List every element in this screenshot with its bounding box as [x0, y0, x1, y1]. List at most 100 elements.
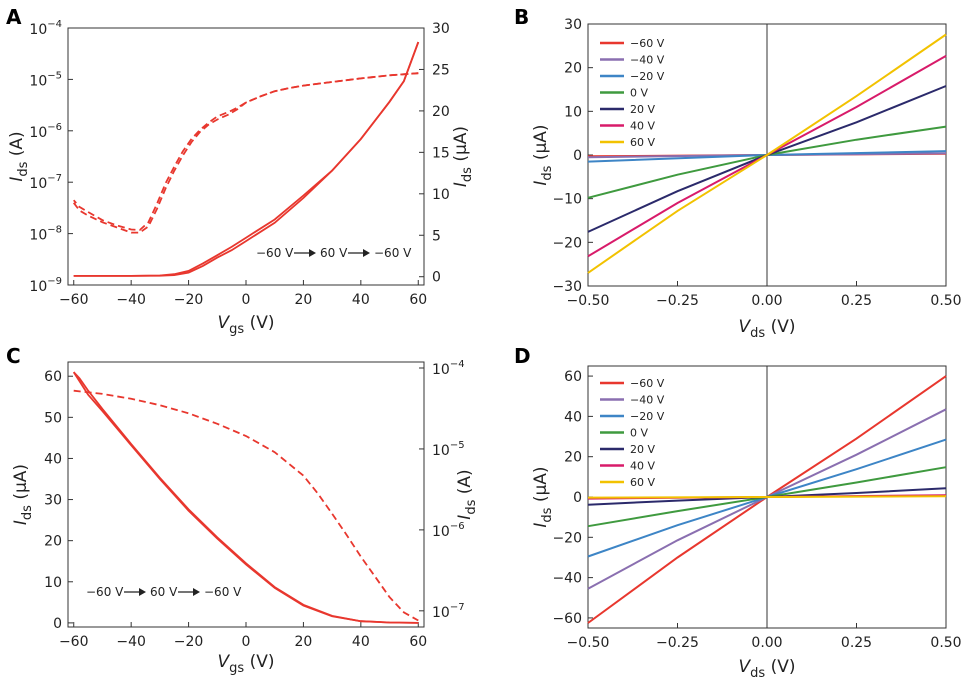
- y-axis-title: Ids (μA): [531, 466, 555, 527]
- x-tick-label: −60: [59, 634, 89, 650]
- y-right-tick-label: 10−4: [432, 359, 465, 378]
- y-right-tick-label: 25: [432, 62, 450, 78]
- y-tick-label: 0: [573, 490, 582, 506]
- legend-label: 0 V: [630, 87, 648, 100]
- annotation-end: −60 V: [374, 246, 412, 260]
- series-line: [73, 72, 419, 231]
- legend-label: 40 V: [630, 460, 655, 473]
- series-line: [72, 72, 419, 234]
- x-tick-label: −40: [116, 292, 146, 308]
- series-line: [73, 371, 419, 624]
- series-line: [73, 41, 420, 277]
- y-tick-label: 10: [564, 104, 582, 120]
- y-tick-label: 20: [564, 61, 582, 77]
- y-left-tick-label: 10−4: [29, 19, 62, 38]
- y-left-tick-label: 10−5: [29, 70, 62, 89]
- y-left-tick-label: 50: [44, 410, 62, 426]
- legend-label: 20 V: [630, 103, 655, 116]
- x-tick-label: 60: [409, 634, 427, 650]
- y-tick-label: 40: [564, 409, 582, 425]
- y-right-axis-title: Ids (μA): [451, 126, 475, 187]
- series-line: [587, 495, 947, 499]
- panel-a: A −60 −40 −20 0 20 40 60 10−4 10−5 10−6 10−7 10−8 10…: [6, 5, 475, 337]
- x-axis-title: Vds (V): [739, 657, 796, 681]
- x-tick-label: −0.25: [656, 293, 699, 309]
- annotation-end: −60 V: [204, 585, 242, 599]
- legend: −60 V −40 V −20 V 0 V 20 V 40 V 60 V: [600, 377, 665, 489]
- x-tick-label: 20: [295, 292, 313, 308]
- x-tick-label: −20: [174, 292, 204, 308]
- panel-a-label: A: [6, 5, 22, 29]
- y-right-tick-label: 15: [432, 145, 450, 161]
- x-axis-title: Vgs (V): [218, 652, 275, 676]
- panel-c: C −60 −40 −20 0 20 40 60 60 50 40 30 20 10 0 10−4 10−5 1…: [6, 344, 479, 676]
- x-tick-label: 0.50: [930, 635, 961, 651]
- annotation-arrowhead-1: [309, 249, 316, 257]
- x-tick-label: −0.25: [656, 635, 699, 651]
- panel-c-label: C: [6, 344, 21, 368]
- y-left-tick-label: 10−7: [29, 173, 62, 192]
- y-right-tick-label: 10−5: [432, 440, 465, 459]
- panel-d: D −0.50 −0.25 0.00 0.25 0.50 60 40 20 0 −20 −40 −60…: [514, 344, 962, 681]
- x-tick-label: 0.00: [751, 293, 782, 309]
- legend-label: −40 V: [630, 394, 665, 407]
- y-left-tick-label: 10−6: [29, 122, 62, 141]
- y-tick-label: 20: [564, 450, 582, 466]
- legend-label: −60 V: [630, 377, 665, 390]
- annotation-arrowhead-1: [139, 588, 146, 596]
- y-tick-label: −60: [552, 611, 582, 627]
- y-left-axis-title: Ids (A): [7, 131, 31, 181]
- series-line: [73, 41, 420, 277]
- y-tick-label: −20: [552, 530, 582, 546]
- x-tick-label: 0: [242, 634, 251, 650]
- y-left-tick-label: 20: [44, 534, 62, 550]
- y-tick-label: 60: [564, 369, 582, 385]
- series-line: [72, 371, 419, 624]
- x-axis-title: Vgs (V): [218, 313, 275, 337]
- y-left-tick-label: 10−9: [29, 276, 62, 295]
- annotation-arrowhead-2: [363, 249, 370, 257]
- y-left-tick-label: 60: [44, 369, 62, 385]
- panel-d-label: D: [514, 344, 531, 368]
- x-tick-label: −60: [59, 292, 89, 308]
- x-tick-label: −20: [174, 634, 204, 650]
- y-right-axis-title: Ids (A): [455, 469, 479, 519]
- y-right-tick-label: 30: [432, 21, 450, 37]
- x-tick-label: 0.25: [841, 293, 872, 309]
- annotation-arrowhead-2: [193, 588, 200, 596]
- x-axis-title: Vds (V): [739, 317, 796, 341]
- y-right-tick-label: 10−6: [432, 521, 465, 540]
- legend-label: −40 V: [630, 54, 665, 67]
- y-tick-label: 30: [564, 17, 582, 33]
- x-tick-label: 40: [352, 292, 370, 308]
- series-line: [587, 33, 947, 274]
- legend-label: 60 V: [630, 476, 655, 489]
- x-tick-label: 0.25: [841, 635, 872, 651]
- legend-label: −60 V: [630, 37, 665, 50]
- x-tick-label: −0.50: [567, 293, 610, 309]
- y-left-axis-title: Ids (μA): [11, 464, 35, 525]
- sweep-annotation: −60 V 60 V −60 V: [256, 246, 412, 260]
- annotation-mid: 60 V: [150, 585, 178, 599]
- y-tick-label: −40: [552, 571, 582, 587]
- y-tick-label: −30: [552, 279, 582, 295]
- legend-label: 40 V: [630, 120, 655, 133]
- legend-label: 0 V: [630, 427, 648, 440]
- sweep-annotation: −60 V 60 V −60 V: [86, 585, 242, 599]
- y-left-tick-label: 0: [53, 616, 62, 632]
- y-right-tick-label: 0: [432, 270, 441, 286]
- y-right-tick-label: 5: [432, 228, 441, 244]
- panel-b-label: B: [514, 5, 529, 29]
- y-tick-label: −20: [552, 235, 582, 251]
- annotation-start: −60 V: [86, 585, 124, 599]
- x-tick-label: 0: [242, 292, 251, 308]
- y-axis-title: Ids (μA): [531, 124, 555, 185]
- x-tick-label: 60: [409, 292, 427, 308]
- panel-b: B −0.50 −0.25 0.00 0.25 0.50 30 20 10 0 −10 −20 −30…: [514, 5, 962, 341]
- legend-label: −20 V: [630, 70, 665, 83]
- y-left-tick-label: 10: [44, 575, 62, 591]
- legend-label: 20 V: [630, 443, 655, 456]
- x-tick-label: 0.50: [930, 293, 961, 309]
- y-left-tick-label: 30: [44, 493, 62, 509]
